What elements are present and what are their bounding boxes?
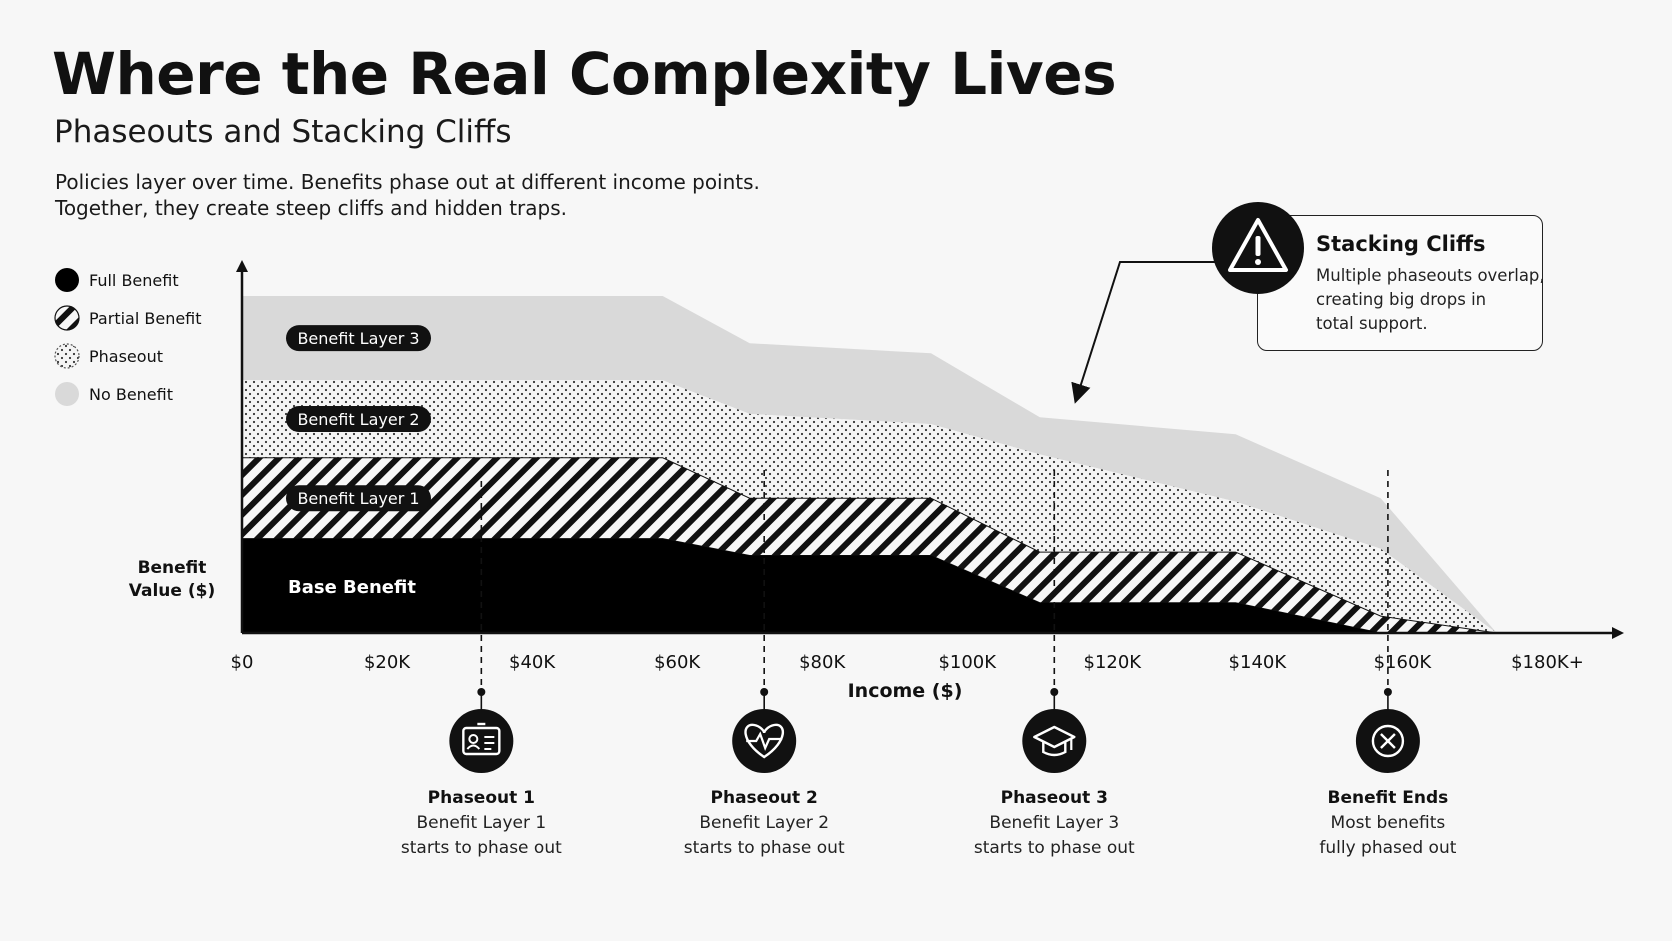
page-subtitle: Phaseouts and Stacking Cliffs	[54, 114, 512, 150]
base-benefit-area	[242, 538, 1584, 633]
milestone-caption: Phaseout 3 Benefit Layer 3 starts to phase…	[944, 786, 1164, 861]
milestone-line: Benefit Layer 2	[699, 813, 830, 833]
layer-label-3: Benefit Layer 3	[297, 329, 419, 348]
x-tick-label: $120K	[1084, 652, 1143, 673]
y-axis-label-line2: Value ($)	[129, 581, 215, 601]
milestone-line: starts to phase out	[683, 838, 845, 858]
area-layers	[241, 296, 1584, 634]
layer-label-1: Benefit Layer 1	[297, 489, 419, 508]
legend-swatch-solid	[55, 268, 79, 292]
legend-swatch-gray	[55, 382, 79, 406]
x-tick-label: $20K	[364, 652, 411, 673]
x-tick-label: $180K+	[1511, 652, 1584, 673]
milestone-caption: Benefit Ends Most benefits fully phased ou…	[1278, 786, 1498, 861]
x-tick-label: $80K	[799, 652, 846, 673]
milestone-markers	[449, 470, 1420, 773]
milestone-caption: Phaseout 2 Benefit Layer 2 starts to phase…	[654, 786, 874, 861]
description: Policies layer over time. Benefits phase…	[55, 169, 760, 221]
milestone-line: Benefit Layer 1	[416, 813, 547, 833]
legend-label: Partial Benefit	[89, 309, 202, 328]
milestone-line: Benefit Layer 3	[989, 813, 1120, 833]
layer-pill	[286, 406, 431, 433]
milestone-caption: Phaseout 1 Benefit Layer 1 starts to phase…	[371, 786, 591, 861]
x-tick-label: $60K	[654, 652, 701, 673]
id-card-icon	[449, 709, 514, 773]
callout-arrow	[1071, 261, 1257, 404]
x-tick-label: $140K	[1229, 652, 1288, 673]
layer-pill	[286, 325, 431, 352]
layer-pill	[286, 485, 431, 512]
stacking-cliffs-callout: Stacking Cliffs Multiple phaseouts overl…	[1257, 215, 1545, 351]
legend-label: No Benefit	[89, 385, 173, 404]
milestone-title: Phaseout 3	[1000, 788, 1108, 808]
callout-title: Stacking Cliffs	[1316, 232, 1486, 256]
benefit-layer-2-area	[242, 380, 1584, 633]
legend: Full Benefit Partial Benefit Phaseout No Be…	[54, 268, 202, 406]
y-axis-label: Benefit	[138, 558, 207, 578]
description-line: Together, they create steep cliffs and h…	[55, 196, 568, 220]
x-tick-label: $40K	[509, 652, 556, 673]
layer-labels: Base Benefit Benefit Layer 1 Benefit Layer…	[286, 325, 431, 598]
axes: $0 $20K $40K $60K $80K $100K $120K $140K $160K $1…	[129, 260, 1624, 702]
x-tick-label: $160K	[1374, 652, 1433, 673]
milestone-line: starts to phase out	[973, 838, 1135, 858]
legend-label: Phaseout	[89, 347, 163, 366]
description-line: Policies layer over time. Benefits phase…	[55, 170, 760, 194]
page-title: Where the Real Complexity Lives	[52, 40, 1117, 108]
milestone-line: starts to phase out	[400, 838, 562, 858]
callout-body: Multiple phaseouts overlap, creating big…	[1316, 264, 1545, 336]
layer-label-2: Benefit Layer 2	[297, 410, 419, 429]
milestone-title: Phaseout 2	[710, 788, 818, 808]
heart-pulse-icon	[732, 709, 797, 773]
milestone-line: Most benefits	[1330, 813, 1446, 833]
legend-swatch-hatch	[54, 305, 80, 331]
x-circle-icon	[1355, 709, 1420, 773]
benefit-layer-3-area	[242, 296, 1584, 633]
x-axis-label: Income ($)	[848, 680, 963, 702]
milestone-title: Phaseout 1	[427, 788, 535, 808]
x-tick-label: $100K	[938, 652, 997, 673]
callout-line: creating big drops in	[1316, 290, 1487, 309]
x-axis-arrow	[1612, 627, 1624, 639]
legend-label: Full Benefit	[89, 271, 179, 290]
graduation-cap-icon	[1022, 709, 1087, 773]
milestone-line: fully phased out	[1319, 838, 1457, 858]
callout-line: Multiple phaseouts overlap,	[1316, 266, 1545, 285]
legend-swatch-dots	[54, 343, 80, 369]
callout-line: total support.	[1316, 314, 1428, 333]
layer-label-base-benefit: Base Benefit	[288, 577, 416, 598]
x-tick-label: $0	[231, 652, 254, 673]
milestone-title: Benefit Ends	[1327, 788, 1449, 808]
warning-icon	[1212, 202, 1304, 294]
y-axis-arrow	[236, 260, 248, 272]
